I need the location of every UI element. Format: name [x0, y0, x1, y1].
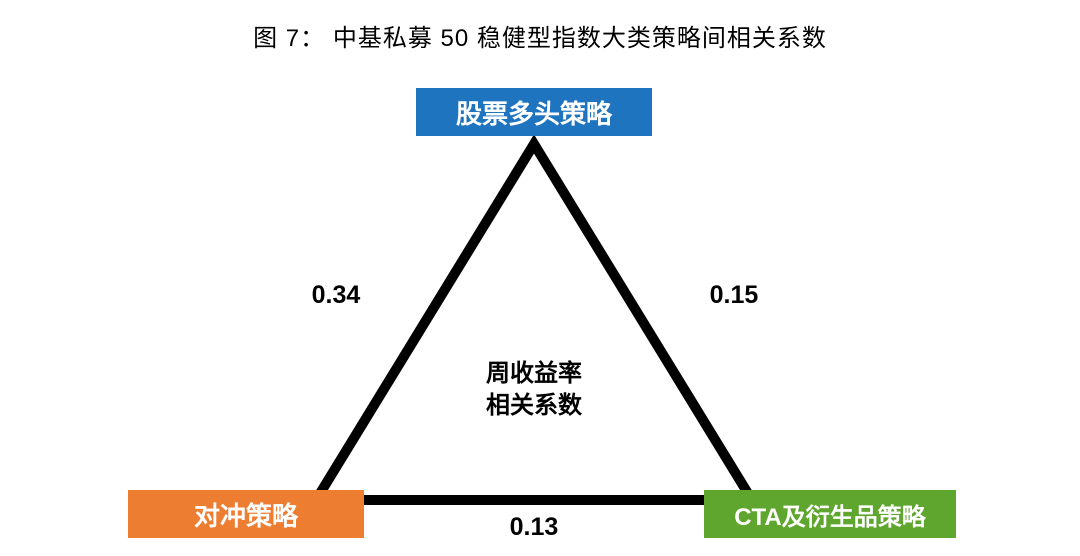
- triangle-outline: [316, 144, 752, 500]
- node-left-hedge: 对冲策略: [128, 490, 364, 538]
- center-label: 周收益率 相关系数: [454, 354, 614, 426]
- center-label-line1: 周收益率: [486, 358, 582, 390]
- edge-label-top-left: 0.34: [296, 280, 376, 310]
- center-label-line2: 相关系数: [486, 390, 582, 422]
- correlation-triangle-svg: [0, 0, 1080, 556]
- node-top-stock-long: 股票多头策略: [416, 88, 652, 136]
- edge-label-bottom: 0.13: [494, 512, 574, 542]
- edge-label-top-right: 0.15: [694, 280, 774, 310]
- node-right-cta: CTA及衍生品策略: [704, 490, 956, 538]
